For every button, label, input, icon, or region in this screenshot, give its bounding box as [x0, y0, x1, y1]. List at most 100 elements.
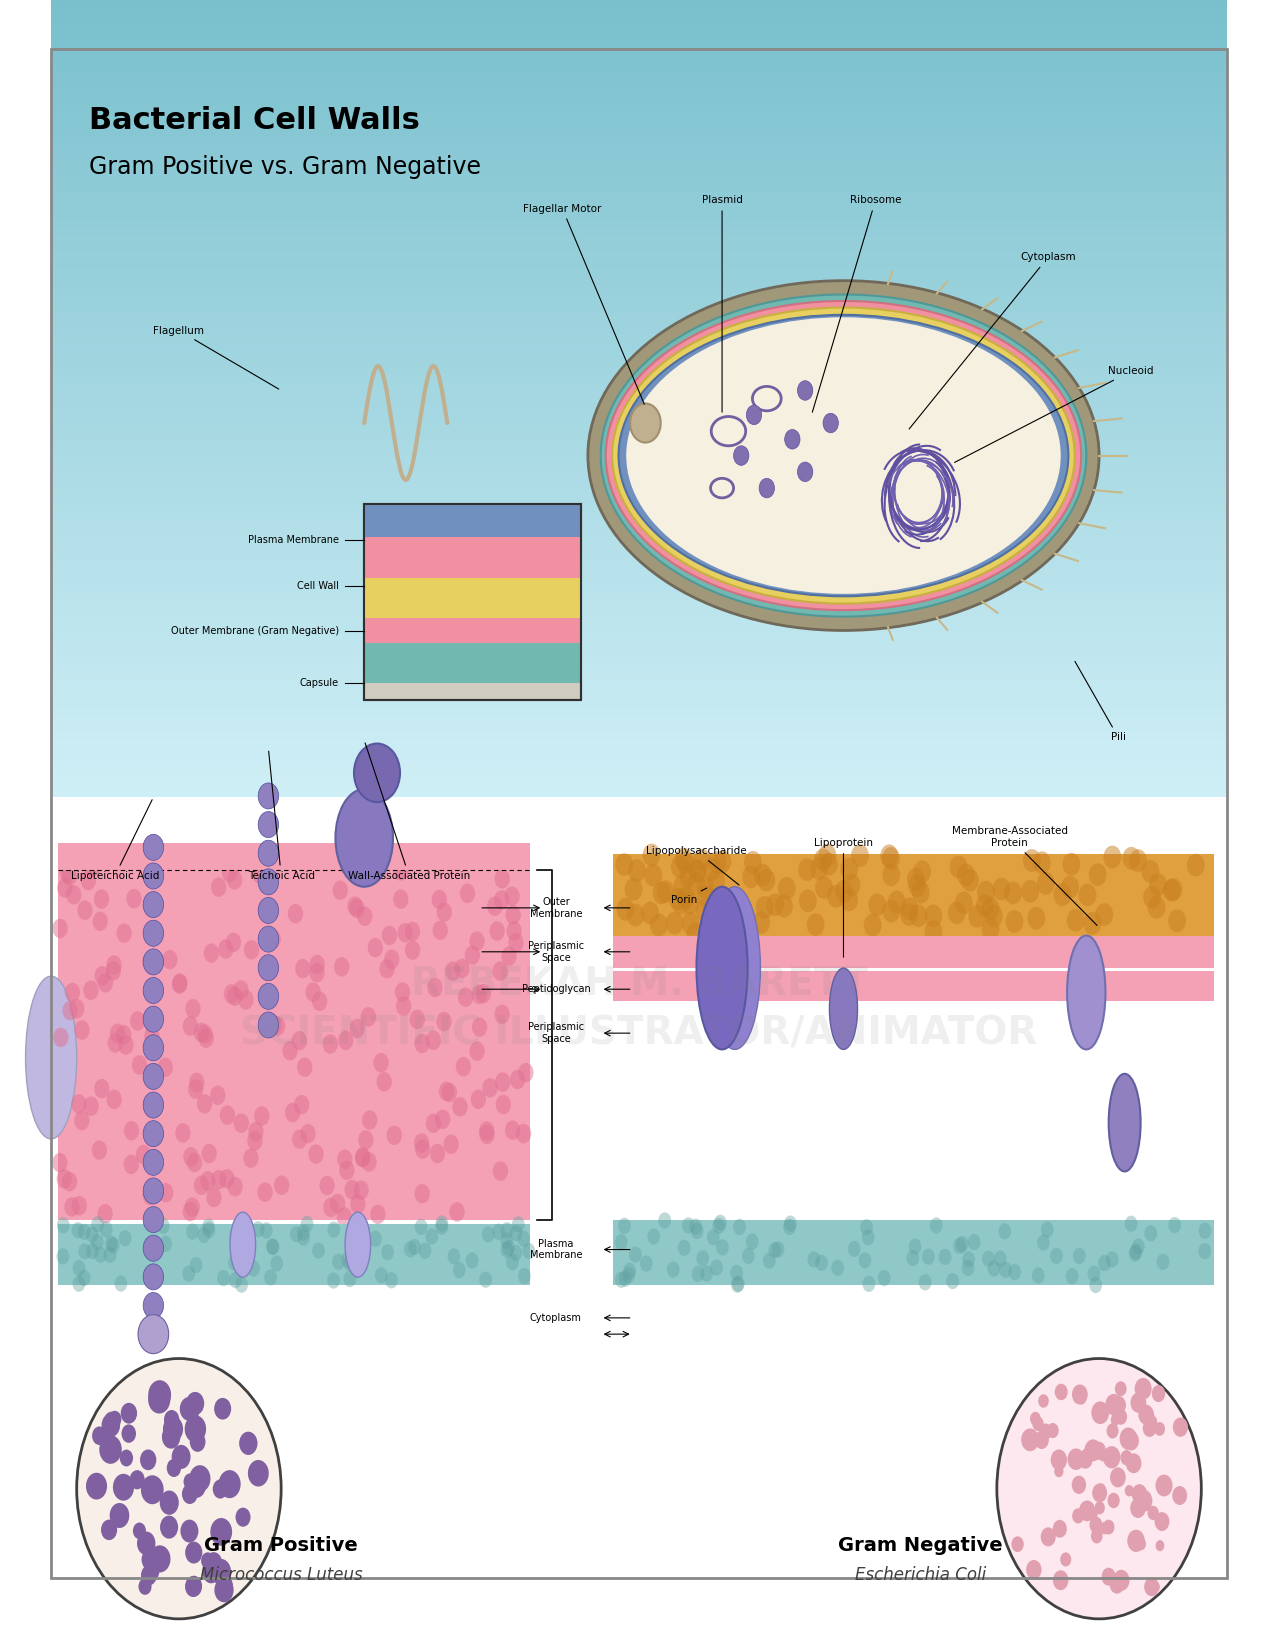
Circle shape	[651, 914, 668, 937]
Circle shape	[785, 430, 800, 449]
Circle shape	[414, 1134, 429, 1154]
Bar	[51, 259, 1227, 268]
Circle shape	[77, 900, 92, 919]
Ellipse shape	[230, 1212, 256, 1277]
Circle shape	[227, 1254, 240, 1271]
Circle shape	[105, 1412, 119, 1430]
Circle shape	[616, 853, 634, 875]
Circle shape	[202, 1562, 220, 1583]
Circle shape	[437, 903, 452, 923]
Circle shape	[357, 906, 372, 926]
Circle shape	[495, 1072, 510, 1092]
Circle shape	[81, 870, 96, 890]
Circle shape	[127, 888, 142, 908]
Circle shape	[409, 1010, 424, 1030]
Circle shape	[982, 918, 999, 940]
Bar	[51, 153, 1227, 163]
Circle shape	[183, 1017, 198, 1036]
Circle shape	[1054, 1466, 1063, 1477]
Circle shape	[1031, 1267, 1044, 1284]
Circle shape	[1112, 1396, 1126, 1414]
Circle shape	[919, 1274, 932, 1290]
Text: Teichoic Acid: Teichoic Acid	[248, 752, 314, 880]
Circle shape	[332, 1254, 345, 1271]
Circle shape	[1061, 1552, 1071, 1567]
Circle shape	[222, 862, 238, 882]
Circle shape	[86, 1227, 98, 1243]
Circle shape	[385, 950, 400, 970]
Circle shape	[1088, 1507, 1098, 1521]
Circle shape	[97, 1204, 112, 1224]
Circle shape	[259, 1222, 272, 1238]
Circle shape	[657, 880, 675, 903]
Circle shape	[728, 895, 746, 918]
Ellipse shape	[829, 968, 858, 1049]
Circle shape	[998, 1224, 1011, 1240]
Bar	[51, 470, 1227, 480]
Bar	[51, 641, 1227, 651]
Circle shape	[456, 1058, 472, 1077]
Circle shape	[143, 1092, 164, 1118]
Circle shape	[143, 1121, 164, 1147]
Bar	[51, 739, 1227, 748]
Circle shape	[73, 1259, 86, 1276]
Circle shape	[247, 1261, 259, 1277]
Bar	[51, 145, 1227, 155]
Circle shape	[337, 1149, 353, 1168]
Bar	[51, 275, 1227, 285]
Text: Outer Membrane (Gram Negative): Outer Membrane (Gram Negative)	[170, 626, 339, 636]
Circle shape	[957, 864, 975, 887]
Circle shape	[707, 1228, 720, 1245]
Circle shape	[74, 1111, 89, 1131]
Circle shape	[52, 919, 68, 939]
Text: Bacterial Cell Walls: Bacterial Cell Walls	[89, 106, 420, 135]
Text: Wall-Associated Protein: Wall-Associated Protein	[348, 744, 470, 880]
Bar	[51, 316, 1227, 325]
Circle shape	[143, 1207, 164, 1233]
Circle shape	[265, 1269, 277, 1285]
Circle shape	[197, 1093, 212, 1113]
Circle shape	[469, 1041, 484, 1061]
Circle shape	[116, 1025, 132, 1045]
Circle shape	[150, 1546, 170, 1573]
Circle shape	[183, 1266, 196, 1282]
Circle shape	[994, 1251, 1007, 1267]
Circle shape	[290, 1227, 303, 1243]
Ellipse shape	[1067, 936, 1105, 1049]
Circle shape	[643, 844, 661, 867]
Bar	[51, 39, 1227, 49]
Circle shape	[677, 1240, 690, 1256]
Circle shape	[950, 856, 967, 879]
Text: Porin: Porin	[671, 888, 707, 905]
Circle shape	[138, 1578, 152, 1594]
Circle shape	[743, 866, 760, 888]
Circle shape	[385, 1272, 397, 1289]
Circle shape	[465, 1253, 478, 1269]
Circle shape	[1103, 846, 1121, 869]
Circle shape	[234, 1113, 249, 1132]
Bar	[51, 608, 1227, 618]
Circle shape	[380, 958, 395, 978]
Bar	[51, 23, 1227, 33]
Circle shape	[495, 1004, 510, 1023]
Circle shape	[475, 984, 491, 1004]
Circle shape	[143, 921, 164, 947]
Circle shape	[1151, 1581, 1160, 1593]
Circle shape	[341, 856, 357, 875]
Circle shape	[258, 840, 279, 866]
Circle shape	[185, 1575, 202, 1596]
Circle shape	[132, 1056, 147, 1075]
Circle shape	[492, 962, 507, 981]
Circle shape	[349, 898, 364, 918]
Circle shape	[83, 1097, 98, 1116]
Circle shape	[143, 835, 164, 861]
Circle shape	[330, 1194, 345, 1214]
Circle shape	[130, 1012, 146, 1032]
Circle shape	[394, 890, 409, 909]
Bar	[51, 234, 1227, 244]
Bar	[613, 1220, 1214, 1285]
Circle shape	[882, 900, 900, 923]
Bar	[613, 971, 1214, 1001]
Circle shape	[226, 932, 242, 952]
Circle shape	[203, 944, 219, 963]
